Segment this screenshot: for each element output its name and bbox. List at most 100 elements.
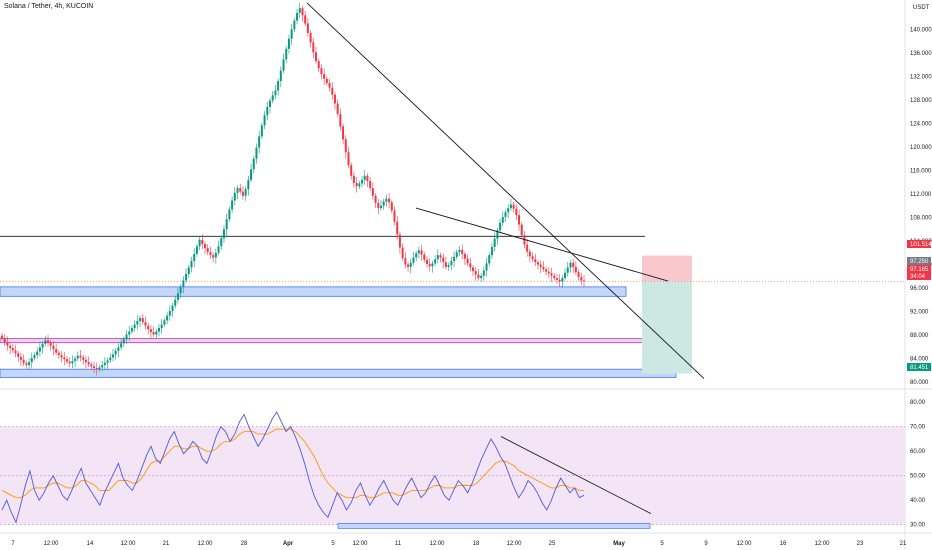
candle-body: [577, 272, 580, 277]
candle-body: [128, 331, 131, 335]
candle-body: [450, 261, 453, 266]
candle-body: [252, 158, 255, 170]
candle-body: [393, 210, 396, 222]
candle-body: [518, 215, 521, 225]
candle-body: [101, 365, 104, 368]
candle-body: [442, 257, 445, 263]
candle-body: [171, 305, 174, 311]
candle-body: [415, 253, 418, 258]
time-tick-label: 12:00: [352, 541, 368, 547]
rsi-tick-label: 40.00: [910, 498, 926, 504]
candle-body: [520, 224, 523, 236]
candle-body: [271, 95, 274, 101]
candle-body: [22, 359, 25, 364]
candle-body: [90, 364, 93, 367]
candle-body: [212, 255, 215, 258]
candle-body: [580, 276, 583, 281]
candle-body: [315, 52, 318, 62]
candle-body: [79, 355, 82, 358]
candle-body: [149, 329, 152, 333]
candle-body: [463, 253, 466, 259]
time-tick-label: 12:00: [197, 541, 213, 547]
candle-body: [355, 182, 358, 187]
candle-body: [434, 259, 437, 264]
candle-body: [65, 359, 68, 362]
price-badge: [907, 272, 931, 280]
candle-body: [6, 342, 9, 346]
candle-body: [117, 347, 120, 351]
rsi-tick-label: 60.00: [910, 449, 926, 455]
candle-body: [496, 230, 499, 239]
candle-body: [425, 259, 428, 264]
rsi-trendline: [500, 436, 652, 514]
time-tick-label: 28: [241, 541, 248, 547]
candle-body: [499, 222, 502, 231]
candle-body: [195, 246, 198, 254]
candle-body: [247, 179, 250, 190]
candle-body: [98, 367, 101, 370]
candle-body: [390, 202, 393, 211]
time-tick-label: Apr: [283, 541, 294, 547]
candle-body: [155, 331, 158, 335]
candle-body: [558, 279, 561, 282]
time-tick-label: 21: [163, 541, 170, 547]
price-badge-label: 97.250: [910, 259, 929, 265]
candle-body: [342, 126, 345, 140]
price-tick-label: 88.000: [910, 333, 929, 339]
price-badge: [907, 257, 931, 265]
rsi-support-zone: [337, 523, 651, 529]
candle-body: [382, 201, 385, 206]
candle-body: [482, 270, 485, 276]
candle-body: [233, 192, 236, 201]
rsi-tick-label: 80.00: [910, 400, 926, 406]
candle-body: [325, 78, 328, 83]
candle-body: [25, 363, 28, 366]
time-tick-label: 18: [473, 541, 480, 547]
candle-body: [379, 205, 382, 209]
rsi-tick-label: 70.00: [910, 425, 926, 431]
rsi-tick-label: 30.00: [910, 523, 926, 529]
candle-body: [41, 343, 44, 348]
time-tick-label: 12:00: [43, 541, 59, 547]
candle-body: [385, 198, 388, 202]
candle-body: [236, 188, 239, 193]
candle-body: [244, 189, 247, 196]
candle-body: [82, 357, 85, 360]
candle-body: [68, 361, 71, 364]
rsi-tick-label: 50.00: [910, 474, 926, 480]
support-zone-lower: [0, 368, 677, 378]
candle-body: [158, 328, 161, 332]
candle-body: [323, 74, 326, 79]
candle-body: [274, 90, 277, 96]
candle-body: [296, 12, 299, 21]
candle-body: [293, 20, 296, 30]
candle-body: [71, 360, 74, 364]
candle-body: [361, 179, 364, 184]
candle-body: [263, 115, 266, 126]
price-tick-label: 132.000: [910, 74, 932, 80]
candle-body: [174, 299, 177, 306]
candle-body: [534, 259, 537, 263]
candle-body: [120, 343, 123, 348]
candle-body: [55, 349, 58, 353]
candle-body: [36, 351, 39, 356]
candle-body: [9, 345, 12, 349]
candle-body: [539, 264, 542, 267]
candle-body: [11, 348, 14, 351]
descending-trendline-minor: [415, 207, 669, 282]
candle-body: [312, 42, 315, 53]
candle-body: [144, 322, 147, 326]
candle-body: [304, 15, 307, 24]
candle-body: [139, 318, 142, 321]
candle-body: [60, 355, 63, 358]
price-tick-label: 112.000: [910, 192, 932, 198]
candle-body: [566, 267, 569, 273]
candle-body: [193, 253, 196, 262]
price-badge: [907, 265, 931, 273]
candle-body: [30, 358, 33, 363]
candle-body: [111, 354, 114, 358]
candle-body: [542, 266, 545, 270]
candle-body: [455, 252, 458, 257]
candle-body: [74, 358, 77, 361]
